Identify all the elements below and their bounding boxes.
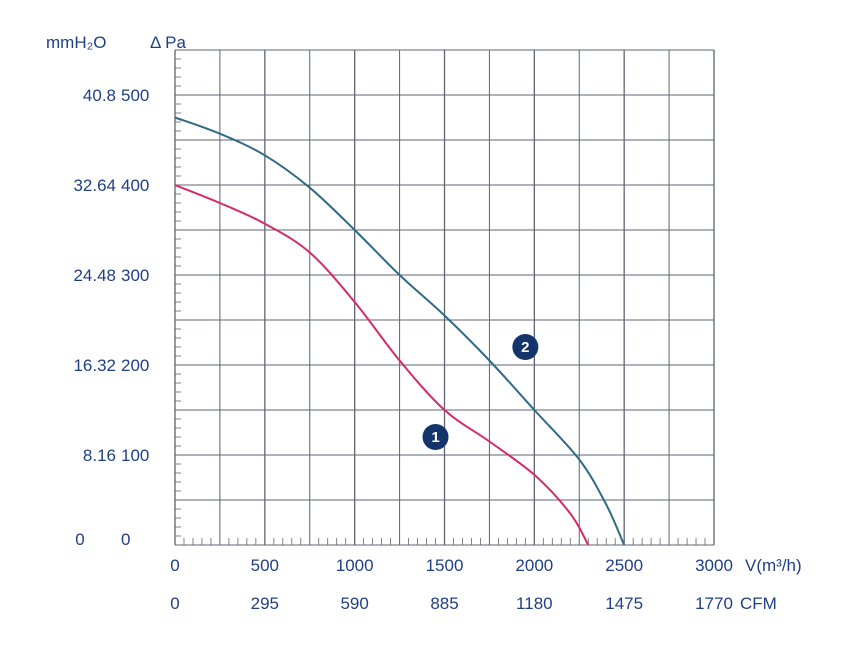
x-primary-tick-label: 2500 [605, 556, 643, 575]
x-primary-unit: V(m³/h) [745, 556, 802, 575]
y-secondary-tick-label: 40.8 [83, 86, 116, 105]
y-primary-tick-label: 100 [121, 446, 149, 465]
x-secondary-tick-label: 1475 [605, 594, 643, 613]
grid [174, 49, 715, 546]
y-secondary-tick-label: 24.48 [73, 266, 116, 285]
x-secondary-tick-label: 1180 [516, 594, 553, 613]
curves [174, 116, 626, 546]
x-secondary-tick-label: 1770 [695, 594, 733, 613]
x-secondary-tick-label: 0 [170, 594, 179, 613]
y-primary-tick-label: 0 [121, 530, 130, 549]
x-secondary-unit: CFM [740, 594, 777, 613]
y-secondary-tick-label: 8.16 [83, 446, 116, 465]
curve-label-text: 2 [521, 339, 529, 356]
y-primary-tick-label: 200 [121, 356, 149, 375]
y-primary-unit: Δ Pa [150, 33, 186, 52]
y-primary-tick-label: 500 [121, 86, 149, 105]
x-secondary-tick-label: 295 [251, 594, 279, 613]
x-primary-tick-label: 2000 [515, 556, 553, 575]
x-primary-tick-label: 0 [170, 556, 179, 575]
curve-label-badge [512, 334, 539, 360]
curve-label-text: 1 [431, 429, 439, 446]
y-primary-tick-label: 300 [121, 266, 149, 285]
y-secondary-unit: mmH₂O [46, 33, 106, 52]
x-secondary-tick-label: 885 [430, 594, 458, 613]
x-axis-labels: 0 500 1000 1500 2000 2500 3000 0 295 590 885 1180 14… [170, 556, 733, 613]
x-primary-tick-label: 1500 [426, 556, 464, 575]
x-primary-tick-label: 1000 [336, 556, 374, 575]
y-secondary-tick-label: 16.32 [73, 356, 116, 375]
x-primary-tick-label: 500 [251, 556, 279, 575]
curve-labels: 12 [422, 334, 539, 450]
y-secondary-tick-label: 0 [75, 530, 84, 549]
curve-label-badge [422, 424, 449, 450]
curve-1 [174, 184, 590, 546]
x-primary-tick-label: 3000 [695, 556, 733, 575]
y-primary-tick-label: 400 [121, 176, 149, 195]
y-secondary-tick-label: 32.64 [73, 176, 116, 195]
minor-ticks [175, 58, 706, 545]
y-axis-labels: 0 100 200 300 400 500 0 8.16 16.32 24.48 32.64 40.8 [73, 86, 149, 549]
curve-2 [174, 116, 626, 546]
x-secondary-tick-label: 590 [340, 594, 368, 613]
